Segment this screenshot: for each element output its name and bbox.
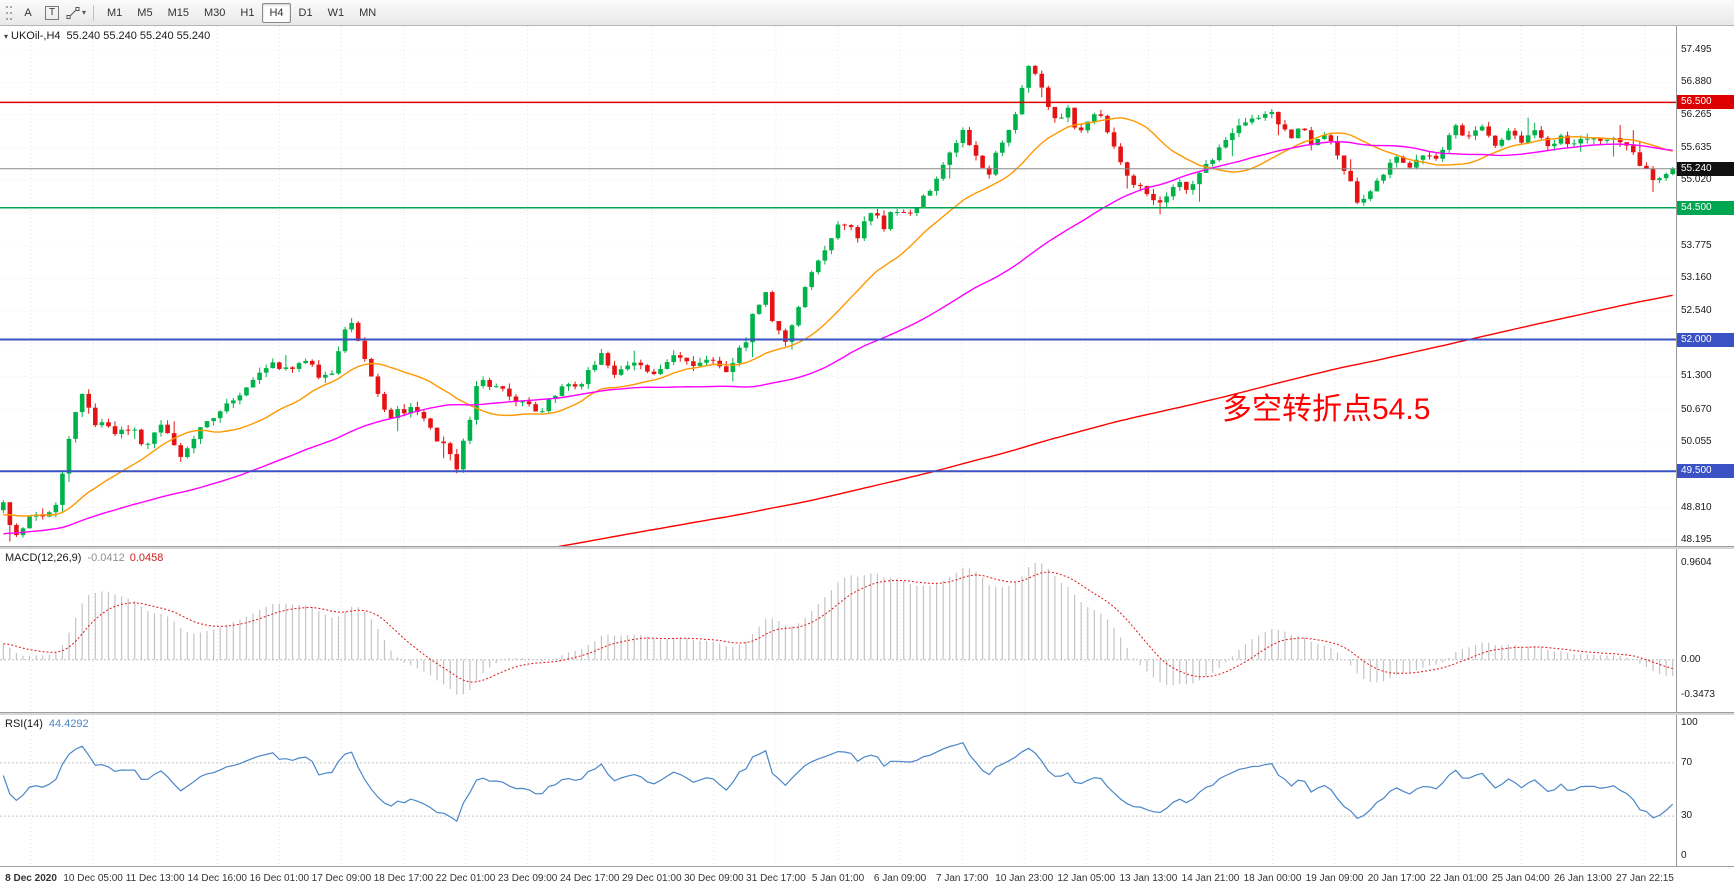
price-level-badge: 49.500 xyxy=(1677,464,1734,479)
symbol-ohlc-label: ▾ UKOil-,H4 55.240 55.240 55.240 55.240 xyxy=(4,30,210,42)
time-tick-label: 27 Jan 22:15 xyxy=(1616,873,1674,884)
rsi-value: 44.4292 xyxy=(48,718,89,730)
time-tick-label: 7 Jan 17:00 xyxy=(936,873,989,884)
price-tick-label: 55.020 xyxy=(1681,174,1712,186)
panel-splitter[interactable] xyxy=(0,546,1734,549)
rsi-tick-label: 100 xyxy=(1681,717,1698,728)
rsi-tick-label: 30 xyxy=(1681,810,1693,822)
rsi-panel: 100 70 30 0 RSI(14) 44.4292 xyxy=(0,715,1734,866)
toolbar: A T ▾ M1 M5 M15 M30 H1 H4 D1 W1 MN xyxy=(0,0,1734,26)
price-tick-label: 55.635 xyxy=(1681,142,1712,153)
timeframe-button-m30[interactable]: M30 xyxy=(197,3,232,23)
time-tick-label: 30 Dec 09:00 xyxy=(684,873,744,884)
price-tick-label: 52.540 xyxy=(1681,305,1712,317)
time-tick-label: 31 Dec 17:00 xyxy=(746,873,806,884)
rsi-axis: 100 70 30 0 xyxy=(1676,715,1734,866)
time-tick-label: 14 Dec 16:00 xyxy=(187,873,248,884)
time-tick-label: 12 Jan 05:00 xyxy=(1057,873,1116,884)
timeframe-button-d1[interactable]: D1 xyxy=(292,3,320,23)
time-tick-label: 10 Dec 05:00 xyxy=(63,873,123,884)
rsi-canvas xyxy=(0,715,1676,866)
price-tick-label: 48.810 xyxy=(1681,501,1712,513)
price-tick-label: 50.055 xyxy=(1681,436,1712,447)
price-tick-label: 50.670 xyxy=(1681,403,1712,415)
rsi-name: RSI(14) xyxy=(5,718,43,730)
rsi-label: RSI(14) 44.4292 xyxy=(5,718,89,730)
time-tick-label: 14 Jan 21:00 xyxy=(1181,873,1240,884)
time-tick-label: 5 Jan 01:00 xyxy=(811,873,865,884)
arrow-tool-label: A xyxy=(24,6,32,19)
panel-splitter[interactable] xyxy=(0,712,1734,715)
time-tick-label: 18 Dec 17:00 xyxy=(373,873,434,884)
chart-annotation-text: 多空转折点54.5 xyxy=(1222,393,1431,426)
time-tick-label: 24 Dec 17:00 xyxy=(559,873,620,884)
time-tick-label: 26 Jan 13:00 xyxy=(1553,873,1612,884)
timeframe-button-h1[interactable]: H1 xyxy=(233,3,261,23)
time-tick-label: 22 Jan 01:00 xyxy=(1429,873,1488,884)
price-tick-label: 56.265 xyxy=(1681,108,1712,120)
time-tick-label: 17 Dec 09:00 xyxy=(311,873,372,884)
price-tick-label: 57.495 xyxy=(1681,44,1712,55)
timeframe-button-w1[interactable]: W1 xyxy=(321,3,352,23)
macd-axis: 0.9604 0.00 -0.3473 xyxy=(1676,549,1734,712)
text-tool-button[interactable]: T xyxy=(41,3,63,23)
arrow-tool-button[interactable]: A xyxy=(17,3,39,23)
price-axis: 57.49556.88056.26555.63555.02054.40553.7… xyxy=(1676,26,1734,546)
timeframe-button-mn[interactable]: MN xyxy=(352,3,383,23)
time-tick-label: 22 Dec 01:00 xyxy=(435,873,496,884)
time-tick-label: 23 Dec 09:00 xyxy=(497,873,558,884)
macd-tick-label: 0.9604 xyxy=(1681,557,1712,568)
timeframe-button-m1[interactable]: M1 xyxy=(100,3,129,23)
price-level-badge: 56.500 xyxy=(1677,95,1734,110)
rsi-tick-label: 0 xyxy=(1681,850,1687,861)
time-tick-label: 8 Dec 2020 xyxy=(5,873,57,884)
toolbar-separator xyxy=(93,4,95,21)
time-tick-label: 19 Jan 09:00 xyxy=(1305,873,1364,884)
timeframe-button-group: M1 M5 M15 M30 H1 H4 D1 W1 MN xyxy=(100,2,383,23)
line-studies-button[interactable]: ▾ xyxy=(65,3,87,23)
time-axis: 8 Dec 2020 10 Dec 05:00 11 Dec 13:00 14 Dec… xyxy=(0,866,1734,896)
price-level-badge: 54.500 xyxy=(1677,200,1734,215)
price-chart-canvas[interactable] xyxy=(0,26,1676,546)
current-price-badge: 55.240 xyxy=(1677,161,1734,176)
macd-label: MACD(12,26,9) -0.0412 0.0458 xyxy=(5,552,163,564)
price-tick-label: 48.195 xyxy=(1681,534,1712,545)
time-tick-label: 6 Jan 09:00 xyxy=(873,873,927,884)
ohlc-values: 55.240 55.240 55.240 55.240 xyxy=(66,30,211,42)
macd-panel: 0.9604 0.00 -0.3473 MACD(12,26,9) -0.0412 0.… xyxy=(0,549,1734,712)
timeframe-button-h4[interactable]: H4 xyxy=(262,2,291,23)
macd-canvas xyxy=(0,549,1676,712)
price-tick-label: 53.160 xyxy=(1681,272,1712,284)
time-tick-label: 20 Jan 17:00 xyxy=(1367,873,1426,884)
trendline-icon xyxy=(66,6,80,19)
timeframe-button-m5[interactable]: M5 xyxy=(130,3,159,23)
macd-tick-label: -0.3473 xyxy=(1681,688,1715,700)
symbol-name: UKOil-,H4 xyxy=(11,30,61,42)
grip-dots-icon xyxy=(6,5,12,20)
macd-tick-label: 0.00 xyxy=(1681,653,1701,665)
price-tick-label: 51.300 xyxy=(1681,370,1712,382)
macd-main-value: -0.0412 xyxy=(87,552,125,564)
price-chart-panel: 57.49556.88056.26555.63555.02054.40553.7… xyxy=(0,26,1734,546)
time-tick-label: 18 Jan 00:00 xyxy=(1243,873,1302,884)
timeframe-button-m15[interactable]: M15 xyxy=(161,3,196,23)
time-tick-label: 10 Jan 23:00 xyxy=(995,873,1054,884)
time-tick-label: 25 Jan 04:00 xyxy=(1491,873,1550,884)
time-tick-label: 16 Dec 01:00 xyxy=(249,873,310,884)
rsi-tick-label: 70 xyxy=(1681,756,1693,768)
price-tick-label: 53.775 xyxy=(1681,240,1712,251)
macd-name: MACD(12,26,9) xyxy=(5,552,82,564)
chevron-down-icon: ▾ xyxy=(82,8,87,17)
collapse-triangle-icon: ▾ xyxy=(4,32,9,41)
price-tick-label: 56.880 xyxy=(1681,76,1712,88)
text-tool-label: T xyxy=(44,5,60,20)
time-tick-label: 29 Dec 01:00 xyxy=(622,873,682,884)
price-level-badge: 52.000 xyxy=(1677,332,1734,347)
time-tick-label: 13 Jan 13:00 xyxy=(1119,873,1178,884)
time-tick-label: 11 Dec 13:00 xyxy=(125,873,185,884)
toolbar-grip[interactable] xyxy=(3,3,15,23)
macd-signal-value: 0.0458 xyxy=(129,552,164,564)
